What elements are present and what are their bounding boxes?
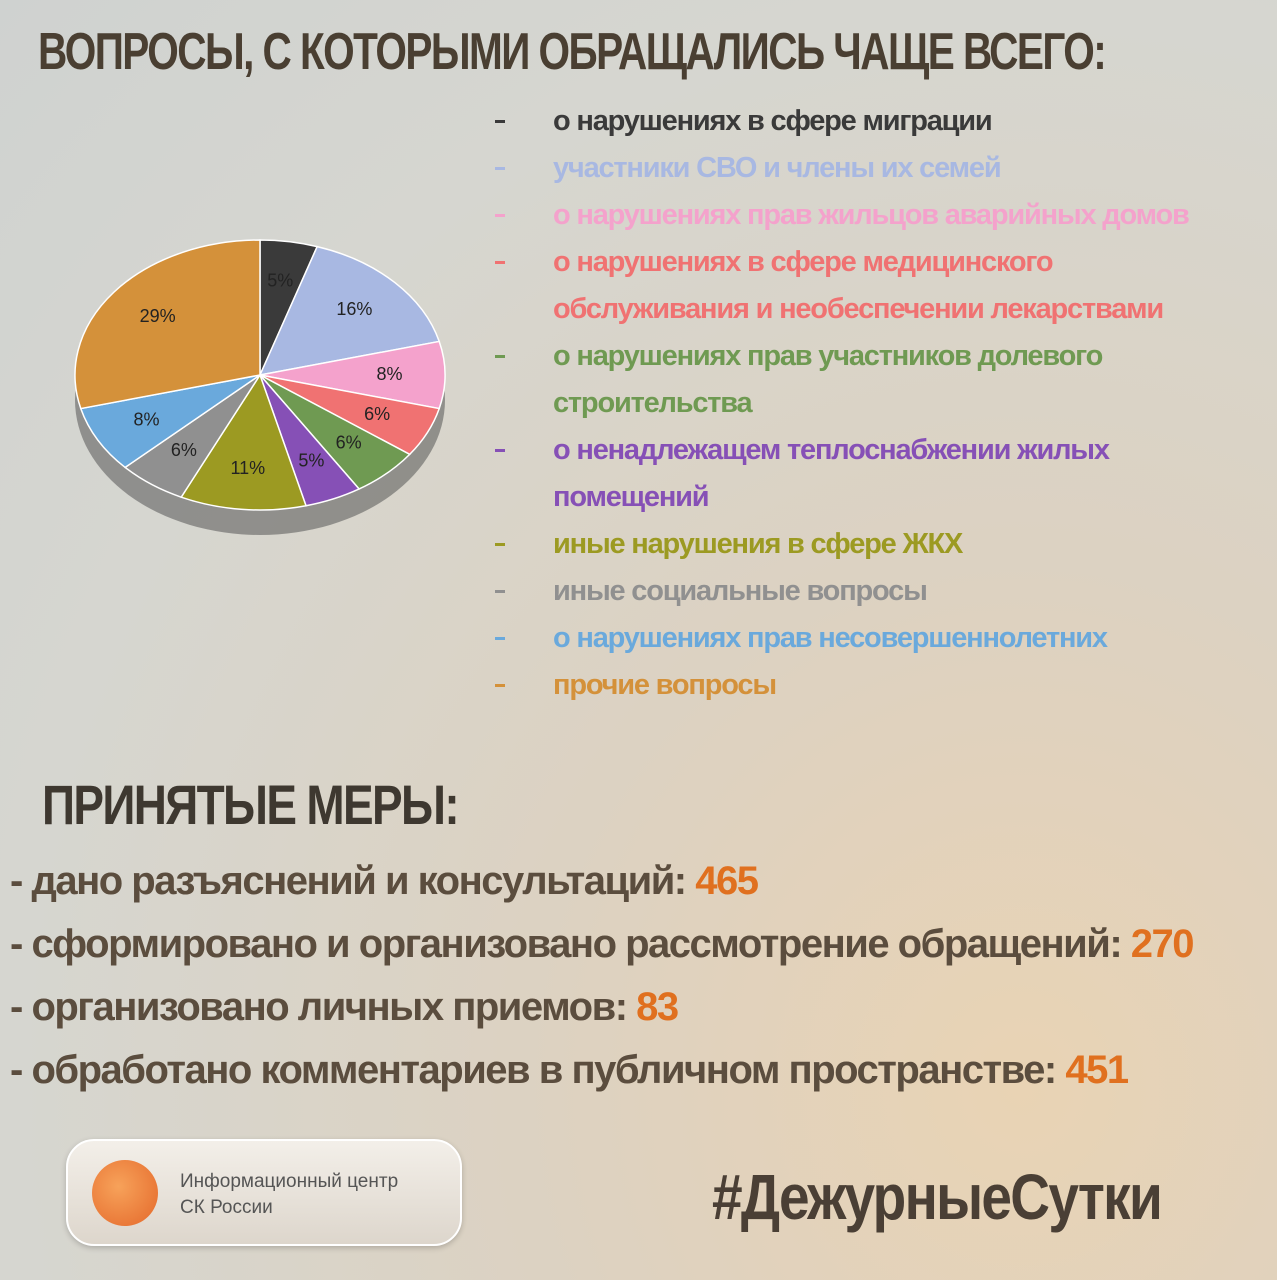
org-name: Информационный центр: [180, 1171, 399, 1192]
slice-label: 16%: [336, 299, 372, 319]
logo-icon: [92, 1160, 158, 1226]
legend-dash: [495, 355, 505, 358]
measure-value: 465: [695, 859, 759, 903]
logo-badge: Информационный центр СК России: [66, 1139, 462, 1246]
legend-label: о нарушениях в сфере миграции: [553, 105, 993, 137]
measure-item: обработано комментариев в публичном прос…: [10, 1039, 1193, 1102]
legend-item: прочие вопросы: [495, 662, 1245, 709]
legend-item: о нарушениях прав участников долевого ст…: [495, 333, 1245, 427]
slice-label: 8%: [376, 364, 402, 384]
legend-label: о нарушениях прав участников долевого ст…: [553, 340, 1103, 419]
pie-slice: [79, 374, 261, 469]
legend-dash: [495, 214, 505, 217]
measure-label: сформировано и организовано рассмотрение…: [31, 922, 1122, 966]
legend-dash: [495, 543, 505, 546]
legend-dash: [495, 167, 505, 170]
legend-label: о нарушениях прав жильцов аварийных домо…: [553, 199, 1190, 231]
legend-dash: [495, 684, 505, 687]
measure-item: организовано личных приемов: 83: [10, 976, 1193, 1039]
legend-label: о ненадлежащем теплоснабжении жилых поме…: [553, 434, 1110, 513]
pie-slice: [258, 245, 441, 377]
measure-label: дано разъяснений и консультаций:: [31, 859, 687, 903]
legend-label: о нарушениях в сфере медицинского обслуж…: [553, 246, 1164, 325]
slice-label: 5%: [298, 450, 324, 470]
measure-value: 83: [636, 985, 679, 1029]
measures-title: ПРИНЯТЫЕ МЕРЫ:: [42, 773, 460, 836]
legend-item: иные социальные вопросы: [495, 568, 1245, 615]
legend-dash: [495, 120, 505, 123]
legend-item: участники СВО и члены их семей: [495, 145, 1245, 192]
slice-label: 11%: [230, 458, 265, 478]
legend-dash: [495, 590, 505, 593]
measure-item: сформировано и организовано рассмотрение…: [10, 913, 1195, 976]
slice-label: 6%: [364, 404, 390, 424]
legend-item: иные нарушения в сфере ЖКХ: [495, 521, 1245, 568]
slice-label: 6%: [171, 440, 197, 460]
slice-label: 5%: [267, 270, 293, 290]
measure-label: организовано личных приемов:: [31, 985, 628, 1029]
legend-item: о нарушениях в сфере миграции: [495, 98, 1245, 145]
org-name: СК России: [180, 1197, 273, 1218]
hashtag: #ДежурныеСутки: [712, 1161, 1163, 1233]
measure-value: 451: [1065, 1048, 1129, 1092]
legend-item: о нарушениях прав несовершеннолетних: [495, 615, 1245, 662]
slice-label: 8%: [134, 409, 160, 429]
slice-label: 6%: [336, 433, 362, 453]
measure-value: 270: [1130, 922, 1195, 966]
legend-dash: [495, 637, 505, 640]
legend-label: участники СВО и члены их семей: [553, 152, 1002, 184]
legend-dash: [495, 261, 505, 264]
legend-item: о нарушениях прав жильцов аварийных домо…: [495, 192, 1245, 239]
pie-slice: [259, 340, 446, 410]
title: ВОПРОСЫ, С КОТОРЫМИ ОБРАЩАЛИСЬ ЧАЩЕ ВСЕГ…: [38, 23, 1107, 81]
measures: дано разъяснений и консультаций: 465 сфор…: [10, 850, 1195, 1102]
slice-label: 29%: [140, 306, 176, 326]
legend-label: прочие вопросы: [553, 669, 777, 701]
pie-slice: [180, 373, 308, 511]
legend-item: о ненадлежащем теплоснабжении жилых поме…: [495, 427, 1245, 521]
legend: о нарушениях в сфере миграции участники С…: [495, 98, 1245, 709]
legend-dash: [495, 449, 505, 452]
measure-label: обработано комментариев в публичном прос…: [31, 1048, 1057, 1092]
measure-item: дано разъяснений и консультаций: 465: [10, 850, 1193, 913]
pie-slice: [74, 239, 261, 410]
legend-item: о нарушениях в сфере медицинского обслуж…: [495, 239, 1245, 333]
legend-label: иные нарушения в сфере ЖКХ: [553, 528, 963, 560]
legend-label: иные социальные вопросы: [553, 575, 928, 607]
legend-label: о нарушениях прав несовершеннолетних: [553, 622, 1108, 654]
pie-chart: 5%16%8%6%6%5%11%6%8%29%: [74, 239, 446, 535]
